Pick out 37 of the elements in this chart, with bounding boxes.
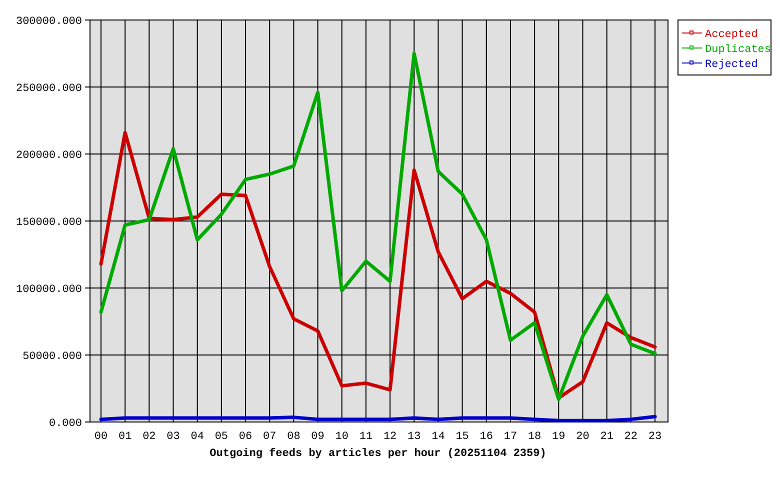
x-tick-label: 01 xyxy=(118,431,132,443)
x-tick-label: 20 xyxy=(576,431,590,443)
x-tick-label: 15 xyxy=(456,431,469,443)
x-tick-label: 22 xyxy=(624,431,638,443)
x-tick-label: 11 xyxy=(359,431,373,443)
x-tick-label: 05 xyxy=(214,431,228,443)
y-tick-label: 100000.000 xyxy=(16,284,82,296)
x-tick-label: 06 xyxy=(238,431,252,443)
x-tick-label: 04 xyxy=(190,431,204,443)
legend-label: Duplicates xyxy=(705,44,772,56)
line-series xyxy=(99,52,657,401)
x-tick-label: 14 xyxy=(432,431,446,443)
x-tick-label: 10 xyxy=(335,431,348,443)
x-tick-label: 18 xyxy=(528,431,542,443)
x-tick-label: 19 xyxy=(552,431,566,443)
line-series xyxy=(99,130,657,400)
x-tick-label: 08 xyxy=(287,431,300,443)
x-tick-label: 21 xyxy=(600,431,614,443)
legend-label: Accepted xyxy=(705,28,758,41)
legend-label: Rejected xyxy=(705,58,758,71)
x-tick-label: 12 xyxy=(383,431,397,443)
x-tick-label: 17 xyxy=(504,431,518,443)
y-tick-label: 200000.000 xyxy=(16,150,82,162)
x-tick-label: 16 xyxy=(480,431,493,443)
x-tick-label: 00 xyxy=(94,431,108,443)
y-tick-label: 150000.000 xyxy=(16,216,82,229)
x-tick-label: 23 xyxy=(648,431,662,443)
x-tick-label: 02 xyxy=(142,431,156,443)
x-tick-label: 13 xyxy=(408,431,421,443)
x-tick-label: 09 xyxy=(311,431,324,443)
y-tick-label: 250000.000 xyxy=(16,82,82,95)
x-axis-title: Outgoing feeds by articles per hour (20251104 2359) xyxy=(210,447,546,460)
y-tick-label: 300000.000 xyxy=(16,16,82,28)
x-tick-label: 03 xyxy=(166,431,180,443)
x-tick-label: 07 xyxy=(263,431,276,443)
y-tick-label: 50000.000 xyxy=(22,350,82,363)
y-tick-label: 0.000 xyxy=(48,418,82,430)
